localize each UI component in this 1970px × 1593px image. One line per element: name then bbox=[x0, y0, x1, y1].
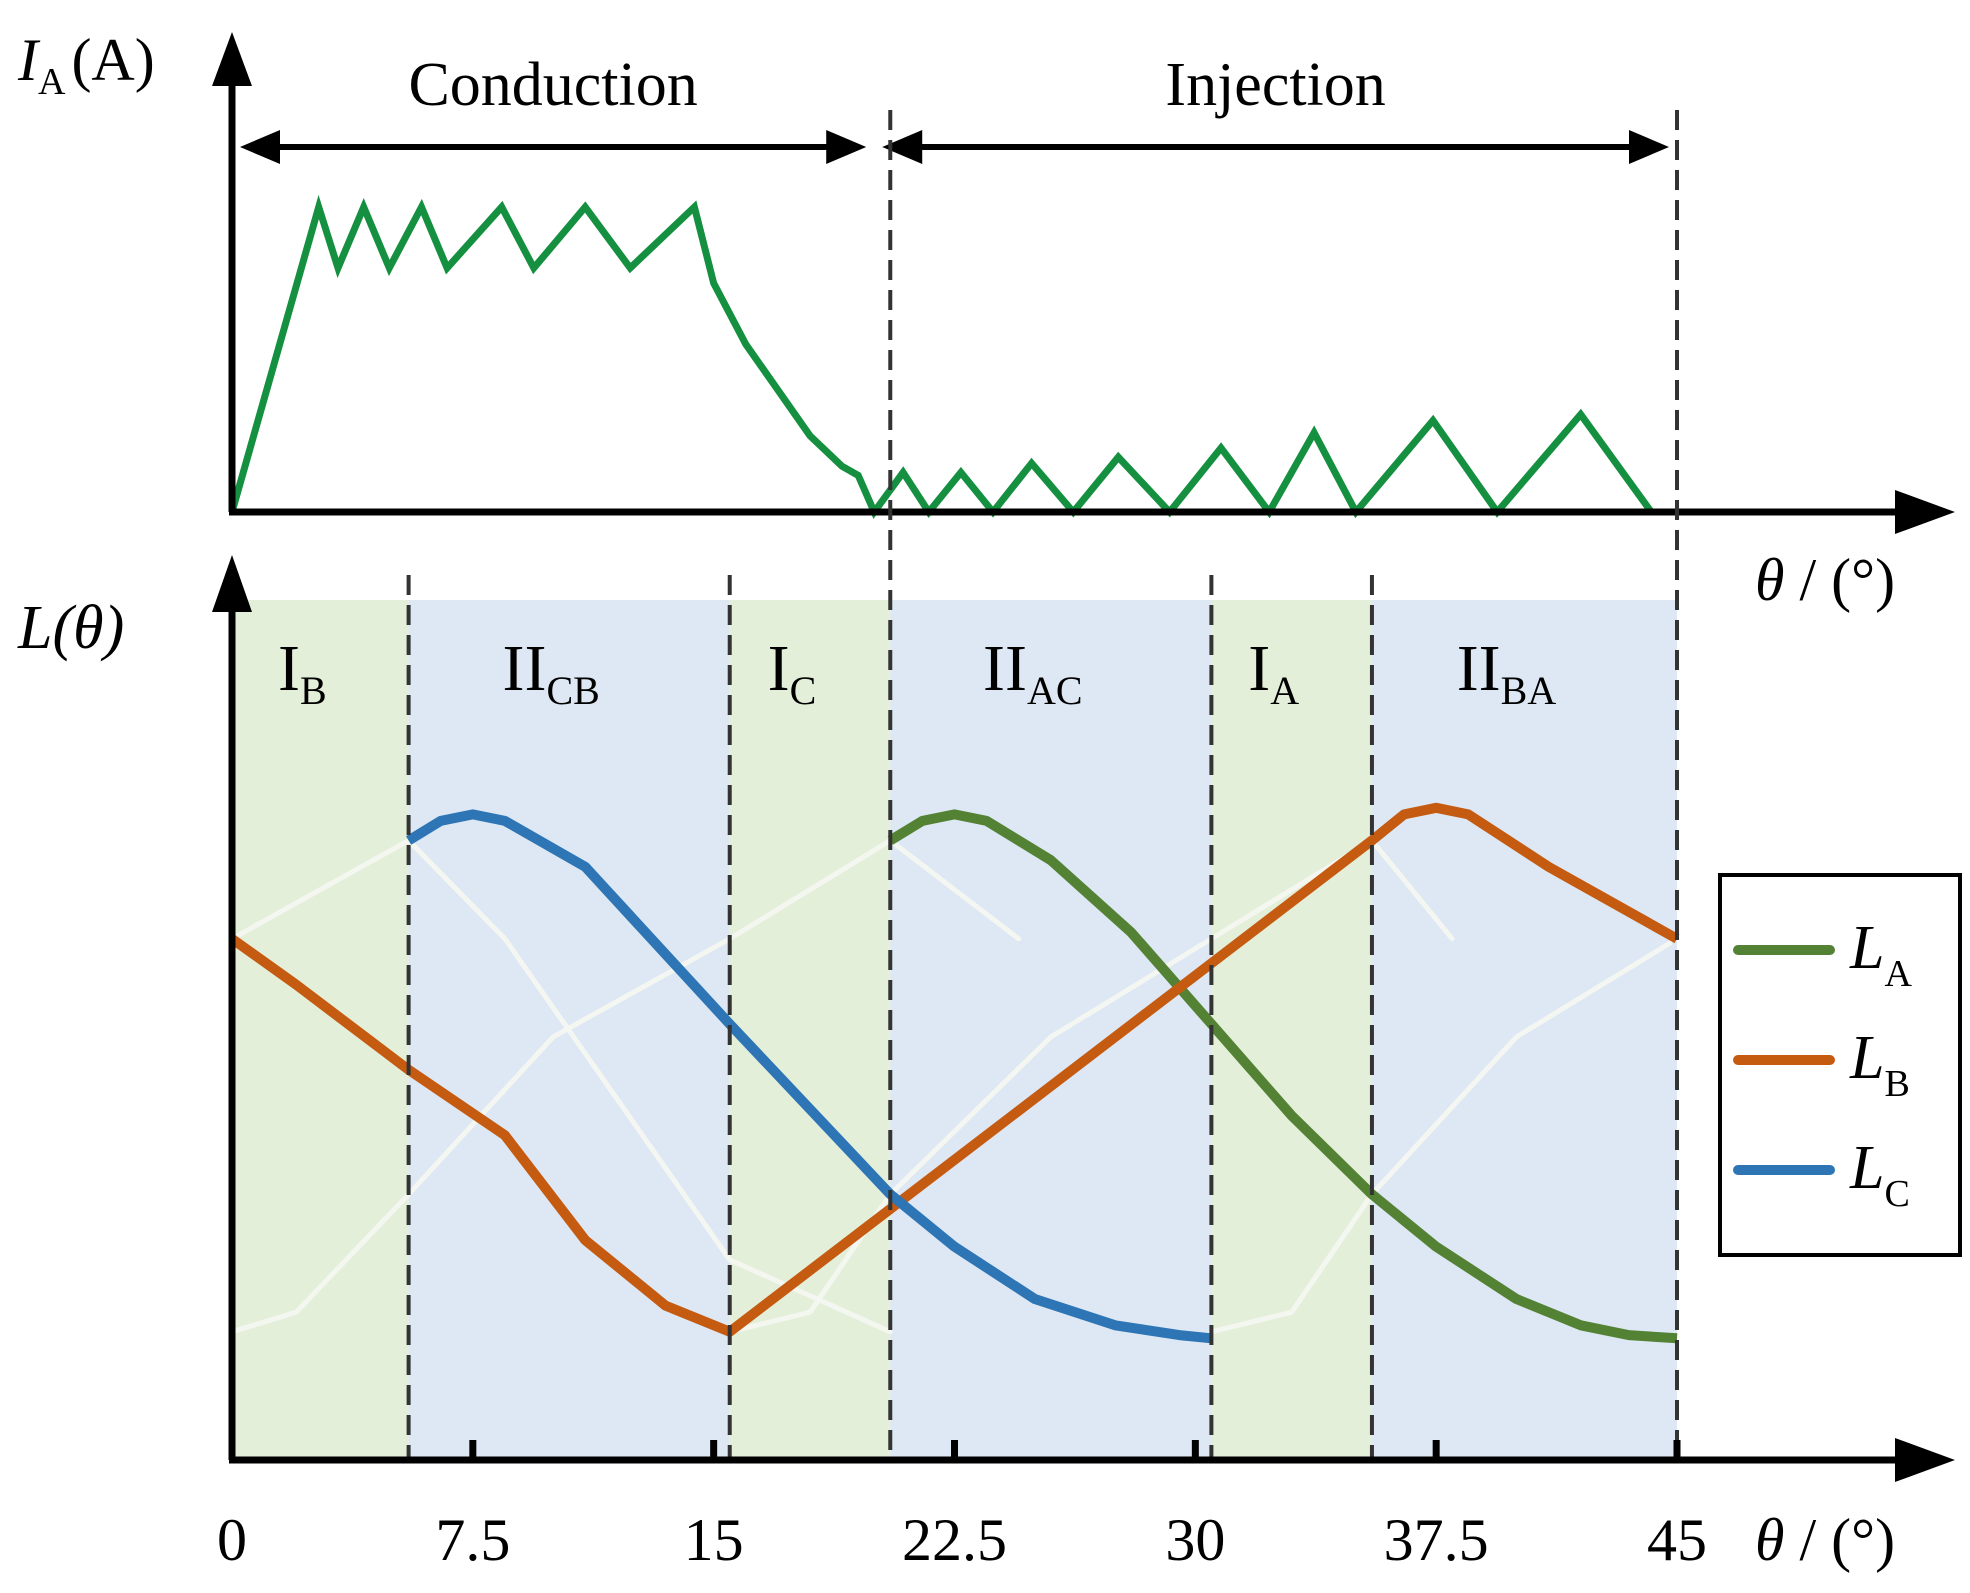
legend-entry-l-a: LA bbox=[1733, 914, 1912, 995]
legend-entry-l-c: LC bbox=[1733, 1134, 1910, 1215]
top-xlabel: θ / (°) bbox=[1755, 547, 1895, 613]
top-panel: IA (A) Conduction Injection θ / (°) bbox=[17, 27, 1955, 613]
region-label: IA bbox=[1248, 632, 1299, 713]
series-line-l-c-1 bbox=[405, 809, 1212, 1344]
x-tick-label: 0 bbox=[217, 1507, 247, 1573]
region-label: IICB bbox=[503, 632, 600, 713]
interval-arrow-right bbox=[1629, 130, 1669, 164]
region-i-c: IC bbox=[729, 600, 891, 1460]
legend: LA LB LC bbox=[1718, 873, 1962, 1257]
tick-layer: 0 7.5 15 22.5 30 37.5 45 bbox=[217, 1440, 1707, 1573]
region-ii-ac: IIAC bbox=[890, 600, 1212, 1460]
x-tick-label: 7.5 bbox=[435, 1507, 510, 1573]
region-layer: IB IICB IC IIAC IA IIBA bbox=[232, 600, 1677, 1460]
bottom-xlabel-unit: / (°) bbox=[1784, 1507, 1895, 1573]
legend-entry-l-b: LB bbox=[1733, 1024, 1910, 1105]
bottom-ylabel: L(θ) bbox=[17, 594, 124, 662]
interval-label: Conduction bbox=[408, 51, 697, 119]
bottom-y-axis-arrow bbox=[212, 555, 252, 612]
x-tick-label: 15 bbox=[684, 1507, 744, 1573]
top-x-axis-arrow bbox=[1895, 490, 1955, 534]
bottom-x-axis-arrow bbox=[1895, 1438, 1955, 1482]
legend-label: LC bbox=[1849, 1134, 1910, 1215]
interval-label: Injection bbox=[1165, 51, 1385, 119]
top-ylabel-unit: (A) bbox=[71, 27, 154, 93]
region-fill bbox=[729, 600, 891, 1460]
region-i-a: IA bbox=[1211, 600, 1372, 1460]
x-tick-label: 22.5 bbox=[902, 1507, 1007, 1573]
region-i-b: IB bbox=[232, 600, 409, 1460]
interval-arrow-left bbox=[240, 130, 280, 164]
legend-label: LA bbox=[1849, 914, 1912, 995]
bottom-panel: IB IICB IC IIAC IA IIBA L(θ) 0 7.5 15 22.5 30 37.5… bbox=[17, 110, 1962, 1573]
divider-layer bbox=[406, 110, 1679, 1460]
bottom-xlabel: θ / (°) bbox=[1755, 1507, 1895, 1573]
x-tick-label: 30 bbox=[1165, 1507, 1225, 1573]
top-xlabel-unit: / (°) bbox=[1784, 547, 1895, 613]
region-label: IC bbox=[768, 632, 817, 713]
background-curve-1 bbox=[232, 838, 893, 1335]
region-label: IB bbox=[278, 632, 327, 713]
interval-arrow-right bbox=[826, 130, 867, 164]
top-ylabel: IA (A) bbox=[17, 27, 155, 103]
top-ylabel-subscript: A bbox=[38, 61, 66, 103]
legend-entries: LA LB LC bbox=[1733, 914, 1912, 1215]
top-xlabel-symbol: θ bbox=[1755, 547, 1784, 613]
top-series-layer bbox=[228, 194, 1677, 519]
interval-arrow-left bbox=[882, 130, 923, 164]
series-line-l-a-1 bbox=[887, 809, 1678, 1344]
region-label: IIBA bbox=[1457, 632, 1557, 713]
series-line-i-a bbox=[228, 194, 1677, 519]
interval-conduction: Conduction bbox=[240, 51, 867, 164]
bottom-xlabel-symbol: θ bbox=[1755, 1507, 1784, 1573]
region-fill bbox=[232, 600, 409, 1460]
legend-label: LB bbox=[1849, 1024, 1910, 1105]
region-label: IIAC bbox=[983, 632, 1083, 713]
region-fill bbox=[1211, 600, 1372, 1460]
top-y-axis-arrow bbox=[212, 32, 252, 86]
top-interval-layer: Conduction Injection bbox=[240, 51, 1669, 164]
region-fill bbox=[890, 600, 1212, 1460]
x-tick-label: 45 bbox=[1647, 1507, 1707, 1573]
x-tick-label: 37.5 bbox=[1384, 1507, 1489, 1573]
top-ylabel-symbol: I bbox=[17, 27, 41, 93]
interval-injection: Injection bbox=[882, 51, 1669, 164]
